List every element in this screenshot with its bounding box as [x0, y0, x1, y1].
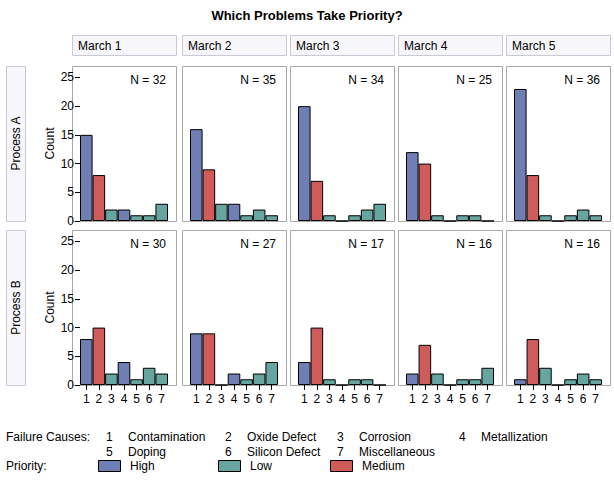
svg-text:7: 7 — [268, 392, 275, 406]
svg-text:20: 20 — [61, 263, 75, 277]
svg-text:4: 4 — [231, 392, 238, 406]
svg-text:3: 3 — [218, 392, 225, 406]
svg-text:1: 1 — [409, 392, 416, 406]
svg-text:N = 25: N = 25 — [456, 73, 492, 87]
svg-text:5: 5 — [106, 445, 113, 459]
svg-text:Corrosion: Corrosion — [359, 430, 411, 444]
svg-text:Contamination: Contamination — [128, 430, 205, 444]
svg-text:5: 5 — [133, 392, 140, 406]
svg-text:N = 32: N = 32 — [130, 73, 166, 87]
svg-text:4: 4 — [339, 392, 346, 406]
svg-text:3: 3 — [326, 392, 333, 406]
svg-text:N = 36: N = 36 — [564, 73, 600, 87]
svg-text:10: 10 — [61, 157, 75, 171]
svg-text:6: 6 — [364, 392, 371, 406]
svg-text:March 5: March 5 — [512, 39, 556, 53]
svg-text:2: 2 — [530, 392, 537, 406]
svg-text:4: 4 — [555, 392, 562, 406]
svg-text:4: 4 — [447, 392, 454, 406]
svg-text:7: 7 — [376, 392, 383, 406]
svg-text:15: 15 — [61, 292, 75, 306]
svg-text:Low: Low — [250, 459, 272, 473]
svg-text:7: 7 — [158, 392, 165, 406]
svg-text:Doping: Doping — [128, 445, 166, 459]
svg-text:5: 5 — [459, 392, 466, 406]
svg-text:2: 2 — [96, 392, 103, 406]
svg-text:4: 4 — [459, 430, 466, 444]
svg-text:5: 5 — [351, 392, 358, 406]
svg-text:March 2: March 2 — [188, 39, 232, 53]
svg-text:10: 10 — [61, 321, 75, 335]
svg-text:4: 4 — [121, 392, 128, 406]
svg-text:6: 6 — [256, 392, 263, 406]
svg-text:7: 7 — [337, 445, 344, 459]
svg-text:Priority:: Priority: — [6, 459, 47, 473]
svg-text:Count: Count — [43, 127, 57, 160]
svg-text:N = 17: N = 17 — [348, 237, 384, 251]
svg-text:March 3: March 3 — [296, 39, 340, 53]
svg-text:1: 1 — [301, 392, 308, 406]
svg-text:6: 6 — [472, 392, 479, 406]
svg-text:20: 20 — [61, 99, 75, 113]
svg-text:Failure Causes:: Failure Causes: — [6, 430, 90, 444]
svg-text:5: 5 — [67, 185, 74, 199]
svg-text:6: 6 — [225, 445, 232, 459]
svg-text:Process A: Process A — [9, 116, 23, 170]
svg-text:1: 1 — [517, 392, 524, 406]
svg-text:March 4: March 4 — [404, 39, 448, 53]
svg-text:1: 1 — [83, 392, 90, 406]
svg-text:3: 3 — [108, 392, 115, 406]
svg-text:Process B: Process B — [9, 280, 23, 335]
svg-text:Which Problems Take Priority?: Which Problems Take Priority? — [211, 8, 402, 23]
svg-text:2: 2 — [206, 392, 213, 406]
svg-text:N = 27: N = 27 — [240, 237, 276, 251]
svg-text:Metallization: Metallization — [481, 430, 548, 444]
svg-text:N = 16: N = 16 — [564, 237, 600, 251]
svg-text:6: 6 — [146, 392, 153, 406]
svg-text:3: 3 — [542, 392, 549, 406]
svg-text:N = 35: N = 35 — [240, 73, 276, 87]
svg-text:3: 3 — [434, 392, 441, 406]
svg-text:Medium: Medium — [362, 459, 405, 473]
svg-text:N = 30: N = 30 — [130, 237, 166, 251]
svg-text:Miscellaneous: Miscellaneous — [359, 445, 435, 459]
svg-text:7: 7 — [484, 392, 491, 406]
svg-text:25: 25 — [61, 70, 75, 84]
svg-text:5: 5 — [243, 392, 250, 406]
svg-text:1: 1 — [193, 392, 200, 406]
svg-text:15: 15 — [61, 128, 75, 142]
svg-text:March 1: March 1 — [78, 39, 122, 53]
svg-text:Count: Count — [43, 291, 57, 324]
svg-text:2: 2 — [422, 392, 429, 406]
svg-text:N = 34: N = 34 — [348, 73, 384, 87]
svg-text:3: 3 — [337, 430, 344, 444]
svg-text:5: 5 — [67, 349, 74, 363]
svg-text:0: 0 — [67, 214, 74, 228]
svg-text:2: 2 — [225, 430, 232, 444]
svg-text:0: 0 — [67, 378, 74, 392]
svg-text:2: 2 — [314, 392, 321, 406]
svg-text:Silicon Defect: Silicon Defect — [247, 445, 321, 459]
svg-text:25: 25 — [61, 234, 75, 248]
svg-text:Oxide Defect: Oxide Defect — [247, 430, 317, 444]
svg-text:1: 1 — [106, 430, 113, 444]
svg-text:High: High — [130, 459, 155, 473]
svg-text:7: 7 — [592, 392, 599, 406]
svg-text:6: 6 — [580, 392, 587, 406]
svg-text:N = 16: N = 16 — [456, 237, 492, 251]
svg-text:5: 5 — [567, 392, 574, 406]
